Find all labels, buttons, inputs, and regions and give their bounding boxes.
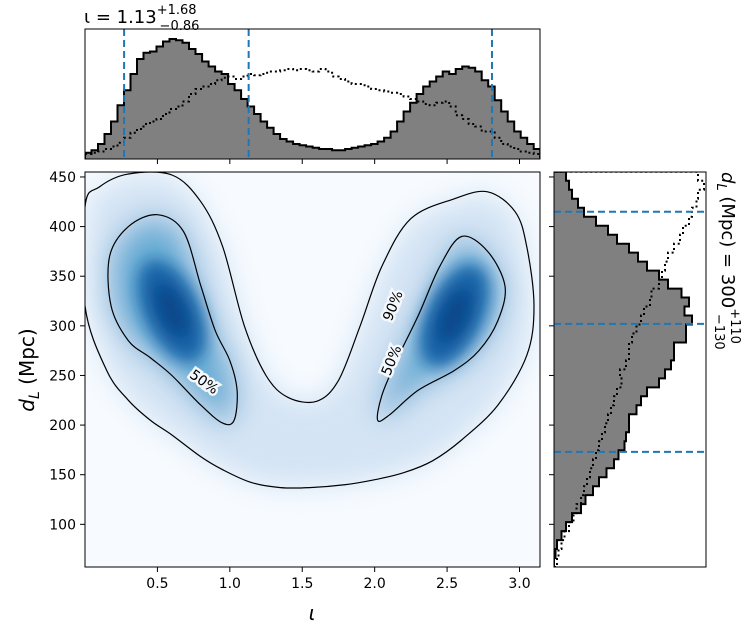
density-peak-core-0 [153, 283, 190, 339]
x-tick-label: 1.0 [219, 576, 241, 592]
contour-right [376, 235, 506, 423]
top-histogram [85, 38, 540, 159]
y-tick-label: 100 [49, 517, 76, 533]
y-tick-label: 300 [49, 319, 76, 335]
joint-panel-frame [84, 171, 541, 568]
right-histogram-panel [549, 171, 707, 568]
x-tick-label: 3.0 [508, 576, 530, 592]
y-tick-label: 200 [49, 418, 76, 434]
top-hist-dotted [85, 68, 540, 159]
right-panel-ticks [549, 176, 554, 525]
top-panel-ticks [156, 159, 520, 164]
top-hist-outline [85, 38, 540, 159]
y-axis-label: dL (Mpc) [15, 328, 43, 411]
x-tick-label: 1.5 [291, 576, 313, 592]
x-tick-label: 0.5 [146, 576, 168, 592]
density-heatmap [85, 174, 534, 488]
y-tick-label: 150 [49, 468, 76, 484]
y-tick-label: 450 [49, 170, 76, 186]
iota-title-main: ι = 1.13 [84, 7, 157, 28]
top-histogram-panel [84, 28, 541, 164]
x-axis-label: ι [309, 601, 316, 625]
joint-panel: 50%50%50%50%90%90% 0.5 1.0 1.5 2.0 2.5 3.0100… [15, 170, 541, 625]
y-tick-label: 400 [49, 220, 76, 236]
joint-axis-ticks: 0.5 1.0 1.5 2.0 2.5 3.0 100 150 200 250 300 350 400 4… [49, 170, 530, 592]
right-quantile-lines [554, 210, 706, 453]
top-panel-frame [84, 28, 541, 160]
contour-left [107, 214, 238, 426]
right-histogram [554, 172, 705, 567]
y-tick-label: 350 [49, 269, 76, 285]
right-hist-dotted [554, 172, 705, 567]
y-tick-label: 250 [49, 368, 76, 384]
distance-estimate-title: dL (Mpc) = 300+110−130 [711, 172, 742, 350]
x-tick-label: 2.5 [436, 576, 458, 592]
right-hist-outline [554, 172, 693, 567]
iota-estimate-title: ι = 1.13+1.68 −0.86 [84, 3, 199, 34]
iota-title-upper: +1.68 [157, 3, 197, 18]
density-90-region [85, 174, 534, 488]
top-hist-fill [85, 39, 540, 159]
iota-title-lower: −0.86 [160, 19, 200, 34]
contour-outer [85, 172, 535, 489]
x-tick-label: 2.0 [364, 576, 386, 592]
density-core [137, 259, 489, 368]
right-panel-frame [553, 171, 707, 568]
density-peak-core-1 [436, 288, 473, 344]
